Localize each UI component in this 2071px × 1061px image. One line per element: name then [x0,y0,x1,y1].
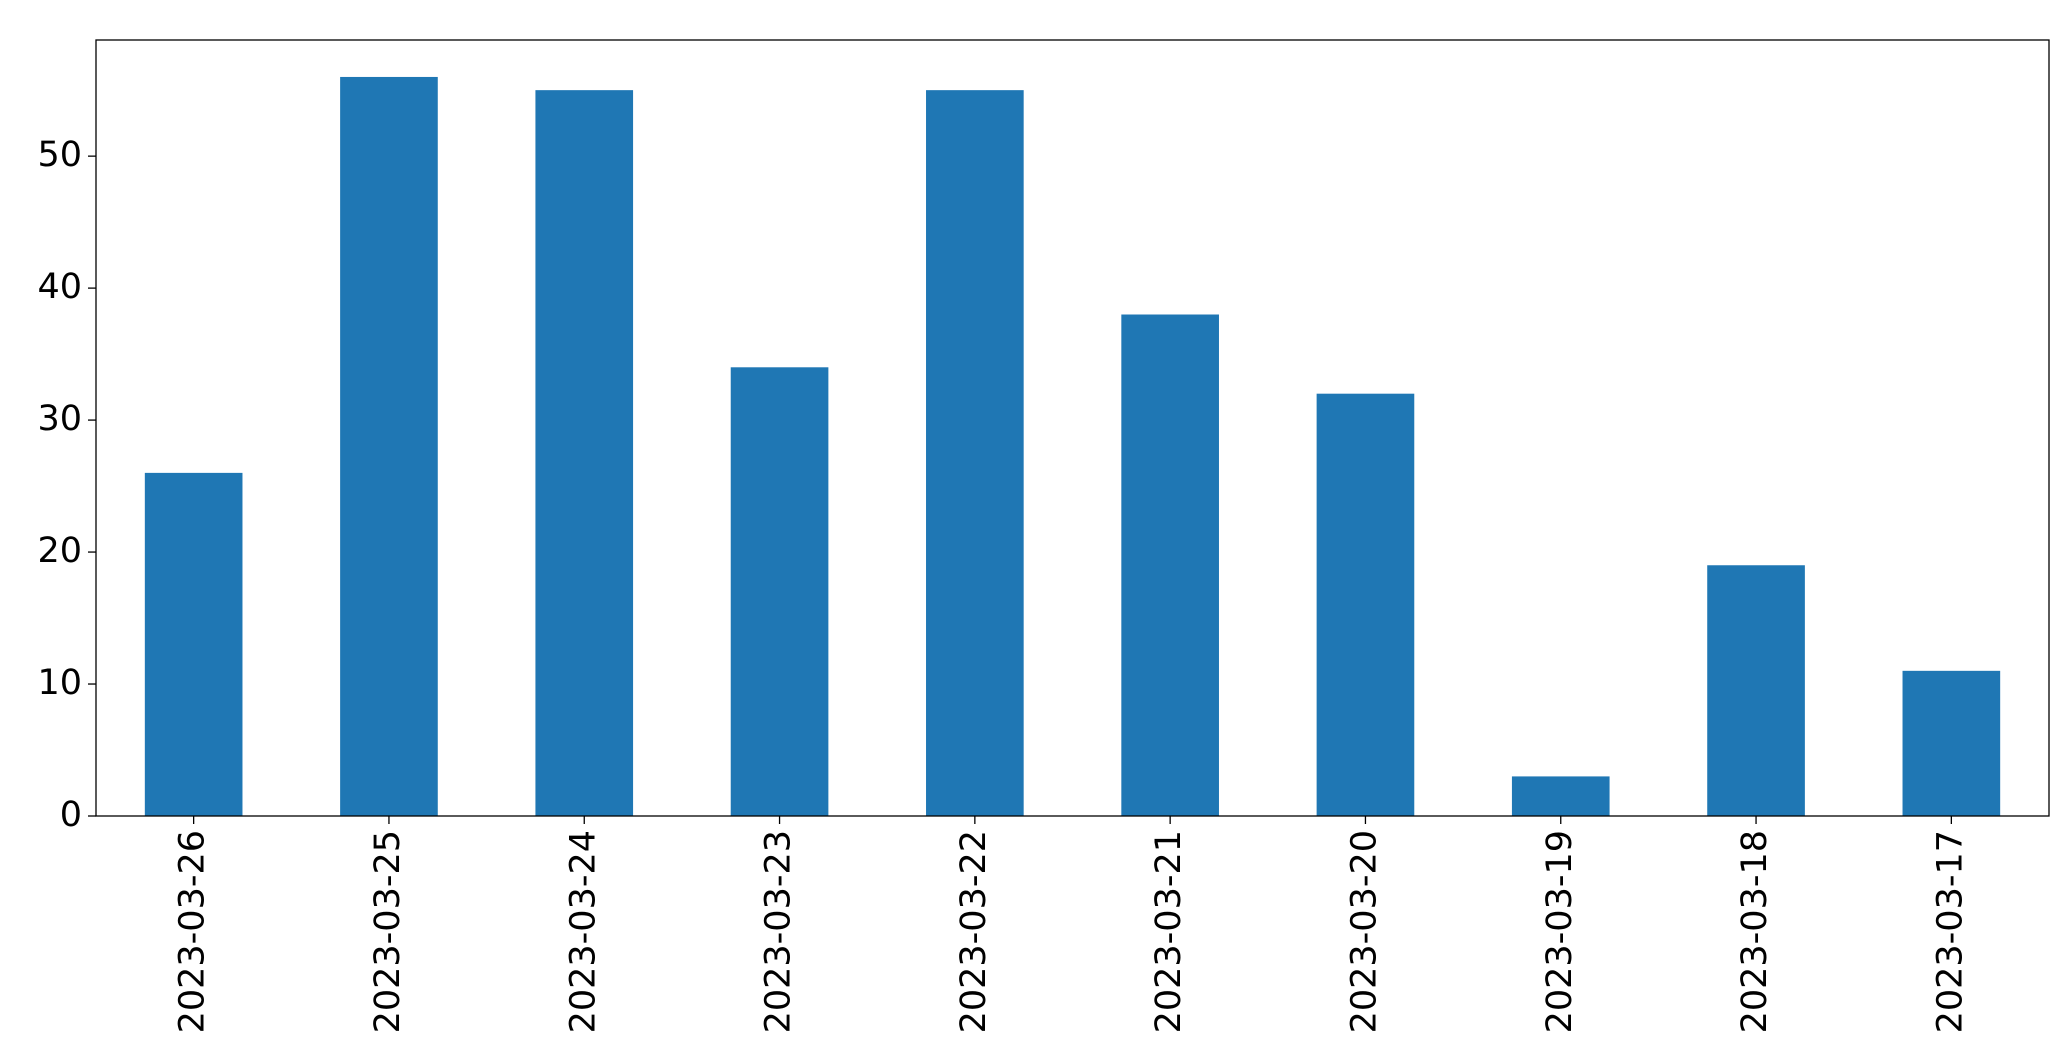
bar [1902,670,2001,816]
plot-frame [95,39,2050,817]
x-tick-label: 2023-03-22 [954,830,994,1033]
bar [1707,565,1805,816]
y-tick-label: 20 [37,531,82,571]
bar [1511,776,1610,816]
x-tick-label: 2023-03-25 [368,830,408,1033]
x-tick-label: 2023-03-21 [1149,830,1189,1033]
bar [1121,314,1219,816]
bar [340,76,438,816]
y-tick-label: 0 [60,795,82,835]
bar [144,472,243,816]
x-tick-label: 2023-03-19 [1540,830,1580,1033]
x-tick-label: 2023-03-26 [173,830,213,1033]
y-tick-label: 50 [37,135,82,175]
x-tick-label: 2023-03-18 [1735,830,1775,1033]
y-tick-label: 30 [37,399,82,439]
x-tick-label: 2023-03-24 [563,830,603,1033]
bar [926,90,1024,816]
x-tick-label: 2023-03-17 [1930,830,1970,1033]
x-tick-label: 2023-03-20 [1344,830,1384,1033]
bar [1316,393,1415,816]
bar [535,90,634,816]
bar [730,367,829,816]
x-tick-label: 2023-03-23 [759,830,799,1033]
y-tick-label: 10 [37,663,82,703]
y-tick-label: 40 [37,267,82,307]
